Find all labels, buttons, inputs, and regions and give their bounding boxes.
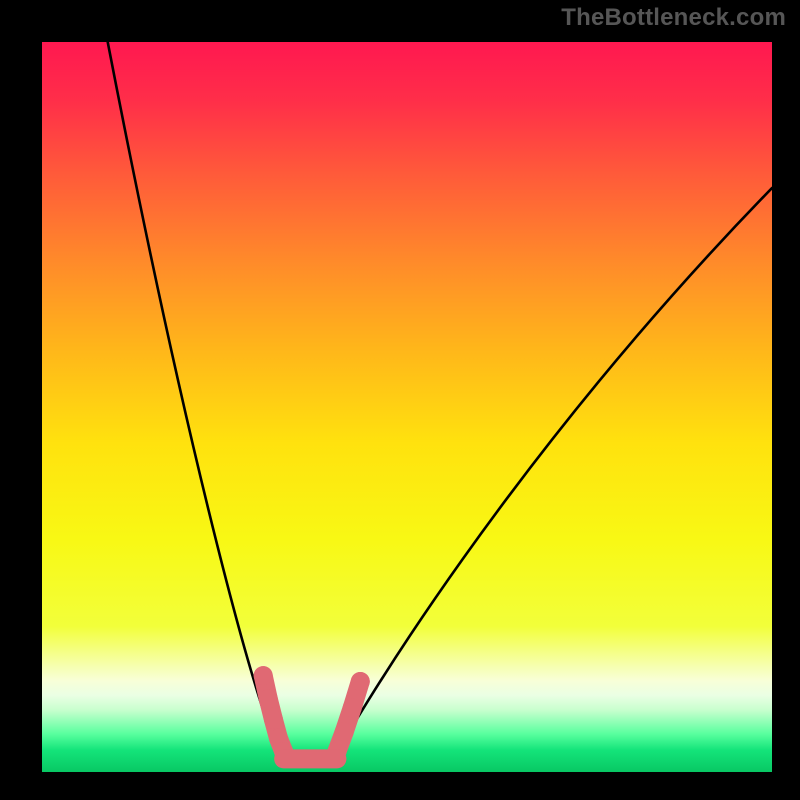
marker-capsule-left-bead-0 (254, 666, 273, 685)
marker-capsule-left-bead-2 (264, 710, 283, 729)
marker-capsule-right-bead-2 (343, 698, 362, 717)
marker-capsule-right-bead-3 (351, 672, 370, 691)
chart-plot-area (42, 42, 772, 772)
watermark-text: TheBottleneck.com (561, 4, 786, 32)
chart-svg (42, 42, 772, 772)
marker-capsule-right-bead-1 (335, 722, 354, 741)
chart-outer-frame: TheBottleneck.com (0, 0, 800, 800)
marker-capsule-left-bead-1 (259, 690, 278, 709)
gradient-background (42, 42, 772, 772)
